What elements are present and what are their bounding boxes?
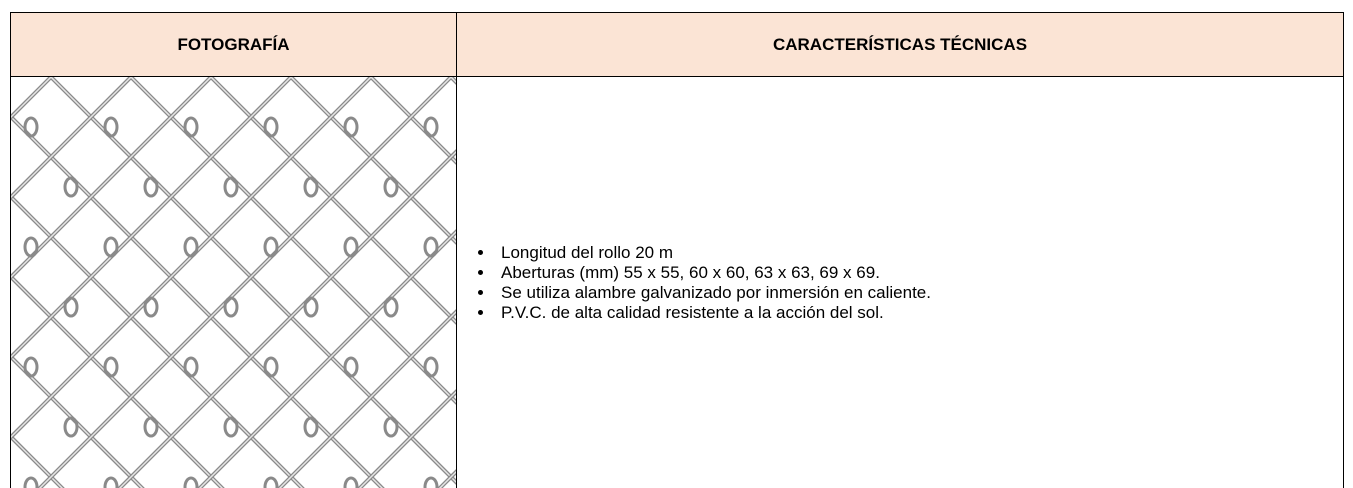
page: FOTOGRAFÍA CARACTERÍSTICAS TÉCNICAS Long… xyxy=(10,12,1343,487)
body-row: Longitud del rollo 20 mAberturas (mm) 55… xyxy=(11,77,1344,488)
feature-item: Aberturas (mm) 55 x 55, 60 x 60, 63 x 63… xyxy=(495,263,1343,283)
header-cell: CARACTERÍSTICAS TÉCNICAS xyxy=(457,13,1344,77)
feature-item: Longitud del rollo 20 m xyxy=(495,243,1343,263)
spec-table: FOTOGRAFÍA CARACTERÍSTICAS TÉCNICAS Long… xyxy=(10,12,1344,488)
feature-item: P.V.C. de alta calidad resistente a la a… xyxy=(495,303,1343,323)
header-cell: FOTOGRAFÍA xyxy=(11,13,457,77)
wire-mesh xyxy=(11,77,456,488)
photo-cell xyxy=(11,77,457,488)
feature-list: Longitud del rollo 20 mAberturas (mm) 55… xyxy=(457,243,1343,323)
header-row: FOTOGRAFÍA CARACTERÍSTICAS TÉCNICAS xyxy=(11,13,1344,77)
feature-item: Se utiliza alambre galvanizado por inmer… xyxy=(495,283,1343,303)
features-cell: Longitud del rollo 20 mAberturas (mm) 55… xyxy=(457,77,1344,488)
chain-link-photo xyxy=(11,77,456,488)
